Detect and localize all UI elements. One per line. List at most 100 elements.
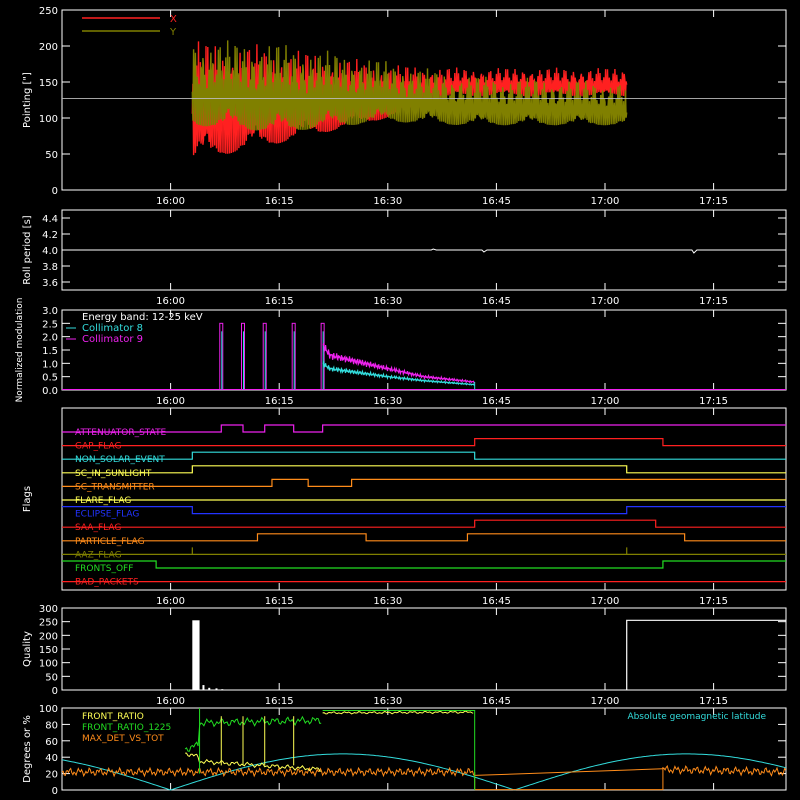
x-tick-label: 17:15 [699,696,728,707]
flag-line-gap-flag [62,438,786,447]
flag-line-fronts-off [62,560,786,569]
series-collimator-9-line [322,342,476,384]
geomagnetic-latitude-label: Absolute geomagnetic latitude [627,712,766,722]
y-tick-label: 0 [52,786,58,797]
flag-label: SC_TRANSMITTER [75,482,155,492]
legend-label: Energy band: 12-25 keV [82,312,203,323]
flag-line-aaz-flag [62,547,786,555]
y-tick-label: 3.0 [42,306,58,317]
flag-line-sc-transmitter [62,478,786,487]
x-tick-label: 17:00 [591,196,620,207]
y-tick-label: 0 [52,686,58,697]
flag-label: NON_SOLAR_EVENT [75,455,165,465]
flag-line-sc-in-sunlight [62,465,786,474]
x-tick-label: 17:00 [591,296,620,307]
y-tick-label: 60 [45,737,58,748]
legend-label: Y [169,27,177,38]
x-tick-label: 17:00 [591,396,620,407]
flag-label: GAP_FLAG [75,442,121,452]
series-front-ratio-1225-line [184,715,322,752]
x-tick-label: 16:00 [156,296,185,307]
y-tick-label: 0.0 [42,386,58,397]
x-tick-label: 16:30 [373,396,402,407]
x-tick-label: 16:45 [482,196,511,207]
x-tick-label: 16:45 [482,396,511,407]
x-tick-label: 16:45 [482,696,511,707]
y-tick-label: 150 [39,645,58,656]
y-tick-label: 1.5 [42,346,58,357]
y-tick-label: 80 [45,720,58,731]
y-axis-label: Quality [22,631,33,667]
y-tick-label: 4.4 [42,214,58,225]
flag-line-eclipse-flag [62,506,786,515]
quality-bar [208,687,211,690]
y-tick-label: 50 [45,150,58,161]
x-tick-label: 16:45 [482,596,511,607]
x-tick-label: 16:00 [156,596,185,607]
quality-bar [221,689,224,690]
flags-frame [61,407,787,591]
series-max-det-vs-tot-line [61,765,787,778]
x-tick-label: 16:15 [265,596,294,607]
flag-label: ATTENUATOR_STATE [75,428,167,438]
y-axis-label: Pointing ["] [22,72,33,128]
y-tick-label: 250 [39,618,58,629]
flag-label: BAD_PACKETS [75,578,139,588]
flag-label: FRONTS_OFF [75,564,133,574]
ratios-frame [61,707,787,791]
y-tick-label: 200 [39,42,58,53]
x-tick-label: 16:00 [156,196,185,207]
y-axis-label: Degrees or % [22,715,33,783]
y-tick-label: 2.0 [42,333,58,344]
y-tick-label: 0.5 [42,373,58,384]
flag-label: SAA_FLAG [75,523,121,533]
y-tick-label: 100 [39,704,58,715]
x-tick-label: 16:15 [265,196,294,207]
y-tick-label: 4.2 [42,230,58,241]
legend-label: Collimator 8 [82,323,143,334]
x-tick-label: 17:15 [699,196,728,207]
y-tick-label: 100 [39,114,58,125]
x-tick-label: 16:30 [373,296,402,307]
x-tick-label: 16:15 [265,296,294,307]
y-tick-label: 20 [45,770,58,781]
y-tick-label: 50 [45,672,58,683]
flag-label: ECLIPSE_FLAG [75,510,139,520]
y-tick-label: 300 [39,604,58,615]
x-tick-label: 16:00 [156,396,185,407]
legend-label: MAX_DET_VS_TOT [82,734,164,744]
x-tick-label: 16:30 [373,196,402,207]
quality-bar [202,685,205,690]
pointing-frame [61,9,787,191]
series-x-line [191,41,628,156]
quality-line [626,619,786,690]
legend-label: FRONT_RATIO_1225 [82,723,171,733]
y-tick-label: 40 [45,753,58,764]
y-axis-label: Roll period [s] [22,215,33,284]
quality-bar [192,620,200,690]
x-tick-label: 17:15 [699,396,728,407]
x-tick-label: 17:00 [591,696,620,707]
quality-bar [215,688,218,690]
flag-label: FLARE_FLAG [75,496,131,506]
legend-label: Collimator 9 [82,334,143,345]
series-front-ratio-1225-line-2 [322,709,476,790]
y-tick-label: 200 [39,631,58,642]
flag-line-attenuator-state [62,424,786,433]
series-front-ratio-line [185,752,322,772]
flag-label: AAZ_FLAG [75,550,122,560]
series-collimator-8-line [322,359,475,386]
y-axis-label: Flags [22,486,33,512]
flag-line-particle-flag [62,533,786,542]
flag-line-non-solar-event [62,451,786,460]
y-tick-label: 4.0 [42,246,58,257]
y-tick-label: 3.6 [42,278,58,289]
y-tick-label: 250 [39,6,58,17]
flag-label: PARTICLE_FLAG [75,537,145,547]
x-tick-label: 16:30 [373,696,402,707]
y-tick-label: 0 [52,186,58,197]
y-tick-label: 1.0 [42,359,58,370]
x-tick-label: 17:15 [699,596,728,607]
roll-period-line [62,248,786,254]
